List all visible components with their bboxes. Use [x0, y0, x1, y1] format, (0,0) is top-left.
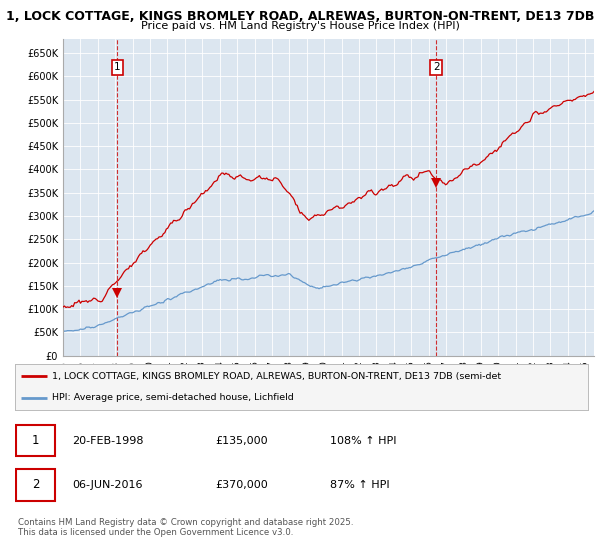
Text: 87% ↑ HPI: 87% ↑ HPI: [330, 480, 390, 490]
Text: £135,000: £135,000: [215, 436, 268, 446]
Text: 1: 1: [114, 62, 121, 72]
Text: 1, LOCK COTTAGE, KINGS BROMLEY ROAD, ALREWAS, BURTON-ON-TRENT, DE13 7DB (semi-de: 1, LOCK COTTAGE, KINGS BROMLEY ROAD, ALR…: [52, 372, 502, 381]
Text: 2: 2: [433, 62, 440, 72]
Text: 108% ↑ HPI: 108% ↑ HPI: [330, 436, 397, 446]
Text: Contains HM Land Registry data © Crown copyright and database right 2025.
This d: Contains HM Land Registry data © Crown c…: [18, 518, 353, 538]
Text: HPI: Average price, semi-detached house, Lichfield: HPI: Average price, semi-detached house,…: [52, 393, 294, 402]
Text: 20-FEB-1998: 20-FEB-1998: [73, 436, 144, 446]
Text: 06-JUN-2016: 06-JUN-2016: [73, 480, 143, 490]
FancyBboxPatch shape: [16, 469, 55, 501]
Text: 1: 1: [32, 434, 40, 447]
Text: 2: 2: [32, 478, 40, 492]
Text: Price paid vs. HM Land Registry's House Price Index (HPI): Price paid vs. HM Land Registry's House …: [140, 21, 460, 31]
FancyBboxPatch shape: [16, 425, 55, 456]
Text: 1, LOCK COTTAGE, KINGS BROMLEY ROAD, ALREWAS, BURTON-ON-TRENT, DE13 7DB: 1, LOCK COTTAGE, KINGS BROMLEY ROAD, ALR…: [6, 10, 594, 23]
Text: £370,000: £370,000: [215, 480, 268, 490]
